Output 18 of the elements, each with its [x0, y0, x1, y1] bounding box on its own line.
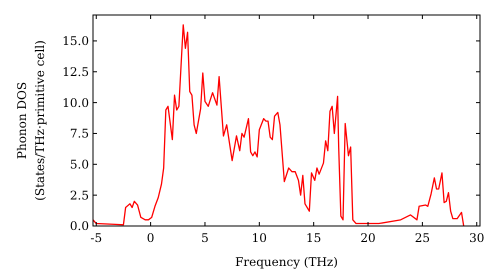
x-tick-label: -5 — [90, 231, 102, 245]
y-tick-label: 2.5 — [70, 188, 89, 202]
y-tick-label: 5.0 — [70, 158, 89, 172]
y-axis-title: Phonon DOS (States/THz·primitive cell) — [15, 40, 47, 201]
x-tick-label: 10 — [252, 231, 267, 245]
x-tick-label: 5 — [201, 231, 209, 245]
y-tick-label: 7.5 — [70, 126, 89, 141]
y-tick-label: 15.0 — [62, 34, 89, 48]
x-tick-label: 30 — [469, 231, 484, 245]
y-tick-label: 12.5 — [62, 64, 89, 79]
y-tick-label: 0.0 — [70, 219, 89, 234]
y-tick-label: 10.0 — [62, 96, 89, 110]
x-tick-label: 20 — [360, 231, 376, 245]
x-tick-label: 0 — [146, 231, 154, 245]
x-axis-title: Frequency (THz) — [235, 255, 338, 269]
x-tick-label: 15 — [306, 231, 322, 245]
line-series — [93, 24, 464, 226]
x-tick-label: 25 — [414, 231, 430, 245]
